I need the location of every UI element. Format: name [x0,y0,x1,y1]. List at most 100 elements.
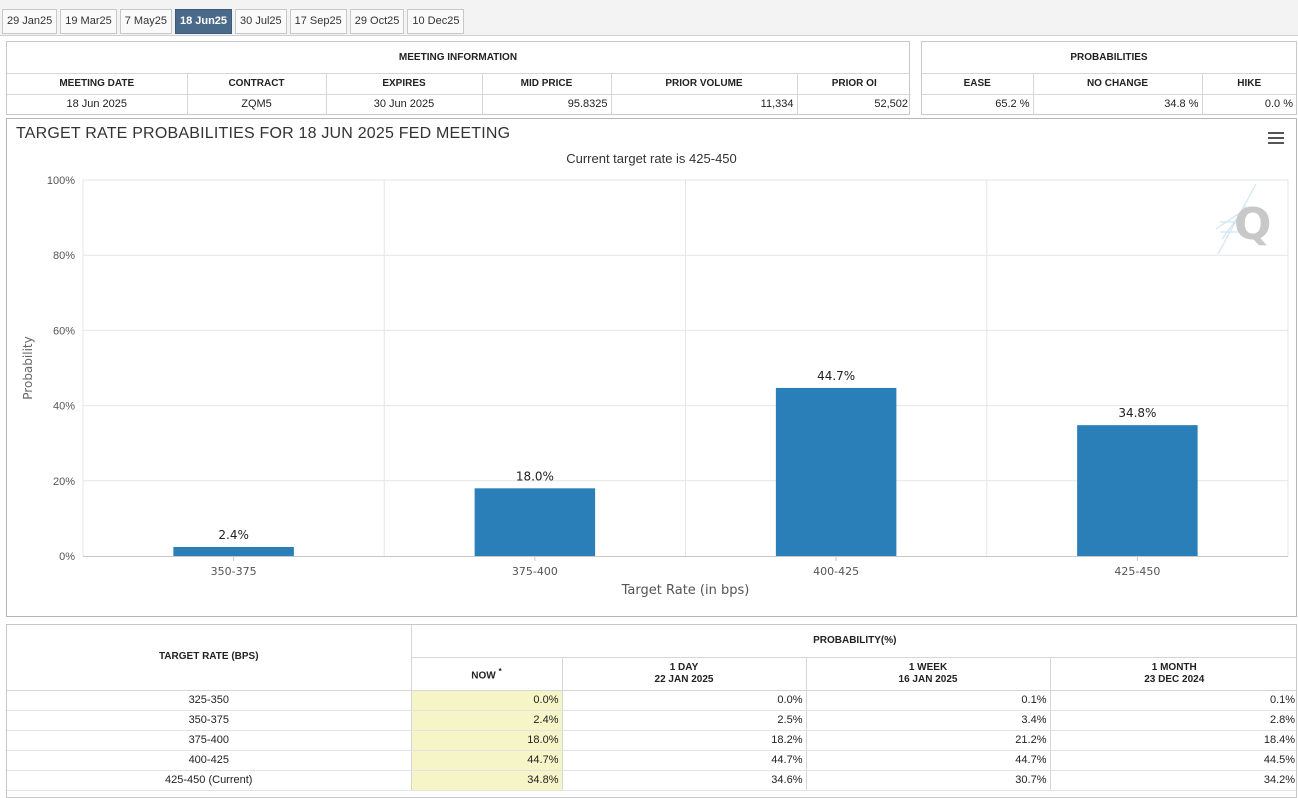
probability-table-panel: TARGET RATE (BPS) PROBABILITY(%) NOW * 1… [6,624,1297,798]
bar [173,546,294,556]
probabilities-table: EASE NO CHANGE HIKE 65.2 % 34.8 % 0.0 % [922,74,1296,114]
col-1-week: 1 WEEK 16 JAN 2025 [806,657,1051,691]
meeting-tab-bar: 29 Jan25 19 Mar25 7 May25 18 Jun25 30 Jul25 1… [0,0,1298,36]
now-cell: 44.7% [411,750,563,771]
tab-meeting-0[interactable]: 29 Jan25 [2,9,58,34]
tab-meeting-1[interactable]: 19 Mar25 [60,9,117,34]
no-change-value: 34.8 % [1033,94,1203,114]
tab-meeting-3[interactable]: 18 Jun25 [174,9,233,34]
bar [1077,425,1198,556]
tab-meeting-6[interactable]: 29 Oct25 [349,9,405,34]
y-tick-label: 40% [53,401,75,413]
col-expires: EXPIRES [326,74,483,95]
meeting-information-value-row: 18 Jun 2025 ZQM5 30 Jun 2025 95.8325 11,… [7,94,911,114]
probability-group-header-row: TARGET RATE (BPS) PROBABILITY(%) [7,625,1296,691]
probability-bar-chart: 0% 20% 40% 60% 80% 100% 2.4% 350-375 18.0% 375-40… [21,175,1289,598]
hamburger-menu-icon[interactable] [1268,132,1284,144]
svg-text:Q: Q [1234,199,1271,250]
now-label: NOW [471,670,496,682]
bar [775,387,897,556]
rate-cell: 425-450 (Current) [7,770,412,791]
meeting-tabs: 29 Jan25 19 Mar25 7 May25 18 Jun25 30 Jul25 1… [2,9,465,34]
y-tick-label: 60% [53,325,75,337]
y-tick-label: 0% [59,551,75,563]
probabilities-panel: PROBABILITIES EASE NO CHANGE HIKE 65.2 %… [921,41,1297,115]
meeting-date-value: 18 Jun 2025 [7,94,188,114]
col-1-day: 1 DAY 22 JAN 2025 [562,657,807,691]
one-day-cell: 34.6% [562,770,807,791]
one-week-cell: 30.7% [806,770,1051,791]
now-cell: 2.4% [411,710,563,731]
one-month-cell: 34.2% [1050,770,1296,791]
meeting-information-header-row: MEETING DATE CONTRACT EXPIRES MID PRICE … [7,74,911,95]
col-meeting-date: MEETING DATE [7,74,188,95]
table-row: 350-375 2.4% 2.5% 3.4% 2.8% [7,710,1296,731]
table-row: 425-450 (Current) 34.8% 34.6% 30.7% 34.2% [7,770,1296,791]
prior-volume-value: 11,334 [611,94,798,114]
rate-cell: 400-425 [7,750,412,771]
one-day-cell: 2.5% [562,710,807,731]
bar-data-label: 18.0% [516,469,554,483]
col-contract: CONTRACT [187,74,327,95]
col-ease: EASE [922,74,1034,95]
meeting-information-panel: MEETING INFORMATION MEETING DATE CONTRAC… [6,41,911,115]
now-cell: 0.0% [411,690,563,711]
tab-meeting-5[interactable]: 17 Sep25 [289,9,347,34]
bar-data-label: 44.7% [817,369,855,383]
one-week-cell: 44.7% [806,750,1051,771]
hike-value: 0.0 % [1264,98,1293,111]
one-month-cell: 0.1% [1050,690,1296,711]
target-rate-header: TARGET RATE (BPS) [7,625,412,691]
tab-meeting-4[interactable]: 30 Jul25 [235,9,287,34]
col-prior-volume: PRIOR VOLUME [611,74,798,95]
col-1-month: 1 MONTH 23 DEC 2024 [1050,657,1296,691]
now-footnote-marker: * [498,665,502,676]
probability-table: TARGET RATE (BPS) PROBABILITY(%) NOW * 1… [7,625,1296,791]
chart-title: TARGET RATE PROBABILITIES FOR 18 JUN 202… [16,125,511,142]
mid-price-value: 95.8325 [482,94,612,114]
one-month-cell: 18.4% [1050,730,1296,751]
col-now: NOW * [411,657,563,691]
x-tick-label: 400-425 [813,565,859,578]
ease-value: 65.2 % [922,94,1034,114]
y-axis-title: Probability [21,336,35,399]
bar-data-label: 34.8% [1118,406,1156,420]
meeting-information-table: MEETING DATE CONTRACT EXPIRES MID PRICE … [7,74,911,114]
y-tick-label: 80% [53,250,75,262]
one-week-cell: 21.2% [806,730,1051,751]
rate-cell: 325-350 [7,690,412,711]
tab-meeting-2[interactable]: 7 May25 [119,9,172,34]
probability-column-header-row: NOW * 1 DAY 22 JAN 2025 1 WEEK 16 JAN 2025… [7,657,1296,691]
one-month-cell: 2.8% [1050,710,1296,731]
one-day-cell: 0.0% [562,690,807,711]
one-week-cell: 0.1% [806,690,1051,711]
y-tick-label: 100% [47,175,75,187]
tab-meeting-7[interactable]: 10 Dec25 [407,9,465,34]
prior-oi-value: 52,502 [874,98,908,111]
x-tick-label: 425-450 [1114,565,1160,578]
now-cell: 34.8% [411,770,563,791]
now-cell: 18.0% [411,730,563,751]
one-week-cell: 3.4% [806,710,1051,731]
col-1-day-label: 1 DAY [669,661,699,673]
table-row: 375-400 18.0% 18.2% 21.2% 18.4% [7,730,1296,751]
rate-cell: 350-375 [7,710,412,731]
x-tick-label: 350-375 [211,565,257,578]
col-mid-price: MID PRICE [482,74,612,95]
col-prior-oi: PRIOR OI [797,74,911,95]
y-tick-label: 20% [53,476,75,488]
table-row: 325-350 0.0% 0.0% 0.1% 0.1% [7,690,1296,711]
expires-value: 30 Jun 2025 [326,94,483,114]
rate-cell: 375-400 [7,730,412,751]
col-1-month-date: 23 DEC 2024 [1144,673,1205,685]
x-tick-label: 375-400 [512,565,558,578]
probabilities-header: PROBABILITIES [922,42,1296,74]
col-hike: HIKE [1202,74,1296,95]
one-day-cell: 18.2% [562,730,807,751]
target-rate-chart-panel: TARGET RATE PROBABILITIES FOR 18 JUN 202… [6,118,1297,617]
one-day-cell: 44.7% [562,750,807,771]
col-1-month-label: 1 MONTH [1151,661,1197,673]
q-logo-icon: Q [1216,184,1271,255]
col-1-week-label: 1 WEEK [908,661,948,673]
probabilities-value-row: 65.2 % 34.8 % 0.0 % [922,94,1296,114]
